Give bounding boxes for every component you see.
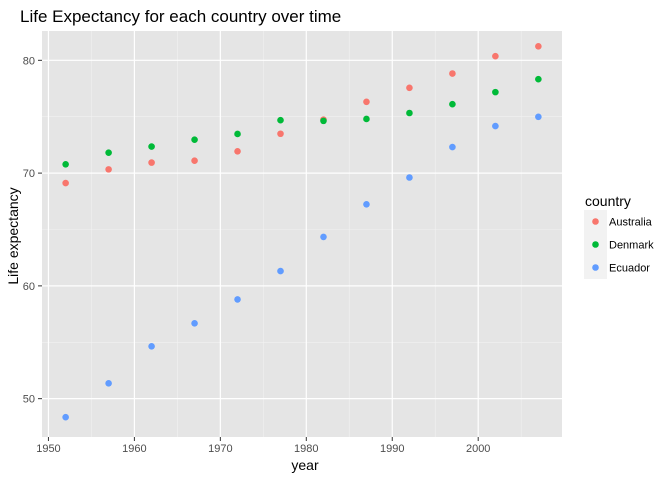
legend-label-ecuador: Ecuador <box>609 263 650 275</box>
x-tick-label: 1970 <box>208 443 232 455</box>
y-tick-label: 50 <box>23 394 35 406</box>
plot-panel <box>42 31 562 437</box>
point-denmark <box>148 143 155 150</box>
point-ecuador <box>148 343 155 350</box>
point-denmark <box>363 115 370 123</box>
point-ecuador <box>191 320 198 327</box>
point-ecuador <box>234 296 241 303</box>
point-denmark <box>320 117 327 125</box>
chart-title: Life Expectancy for each country over ti… <box>20 7 341 26</box>
point-denmark <box>191 136 198 144</box>
point-denmark <box>62 161 69 168</box>
legend-swatch-denmark <box>592 241 599 248</box>
point-australia <box>535 43 542 50</box>
point-ecuador <box>62 413 69 421</box>
point-australia <box>234 148 241 155</box>
point-australia <box>191 157 198 164</box>
x-tick-label: 2000 <box>466 443 490 455</box>
point-denmark <box>492 88 499 96</box>
y-tick-label: 80 <box>23 55 35 67</box>
legend-swatch-australia <box>592 218 599 225</box>
legend: country Australia Denmark Ecuador <box>584 193 654 279</box>
x-tick-label: 1950 <box>36 443 60 455</box>
y-axis: 50 60 70 80 <box>23 55 42 406</box>
point-ecuador <box>363 201 370 208</box>
point-ecuador <box>406 174 413 181</box>
point-denmark <box>535 75 542 83</box>
x-axis-title: year <box>291 457 319 473</box>
legend-title: country <box>585 193 631 209</box>
point-ecuador <box>535 113 542 121</box>
legend-label-australia: Australia <box>609 217 653 229</box>
point-australia <box>449 70 456 77</box>
point-ecuador <box>105 380 112 387</box>
point-australia <box>105 166 112 173</box>
x-tick-label: 1990 <box>380 443 404 455</box>
point-ecuador <box>492 122 499 130</box>
y-axis-title: Life expectancy <box>5 187 21 284</box>
grid-lines <box>42 31 562 437</box>
point-denmark <box>277 116 284 124</box>
point-australia <box>148 159 155 166</box>
data-points <box>62 43 542 421</box>
point-australia <box>62 179 69 187</box>
x-tick-label: 1960 <box>122 443 146 455</box>
x-axis: 1950 1960 1970 1980 1990 2000 <box>36 437 490 455</box>
x-tick-label: 1980 <box>294 443 318 455</box>
point-denmark <box>406 109 413 117</box>
point-ecuador <box>277 267 284 275</box>
point-denmark <box>105 149 112 156</box>
point-ecuador <box>449 143 456 151</box>
point-australia <box>406 84 413 92</box>
point-ecuador <box>320 233 327 241</box>
point-australia <box>492 52 499 60</box>
point-denmark <box>449 100 456 108</box>
point-australia <box>363 98 370 106</box>
y-tick-label: 70 <box>23 168 35 180</box>
point-australia <box>277 130 284 138</box>
legend-swatch-ecuador <box>592 264 599 271</box>
y-tick-label: 60 <box>23 281 35 293</box>
legend-label-denmark: Denmark <box>609 240 654 252</box>
point-denmark <box>234 130 241 138</box>
